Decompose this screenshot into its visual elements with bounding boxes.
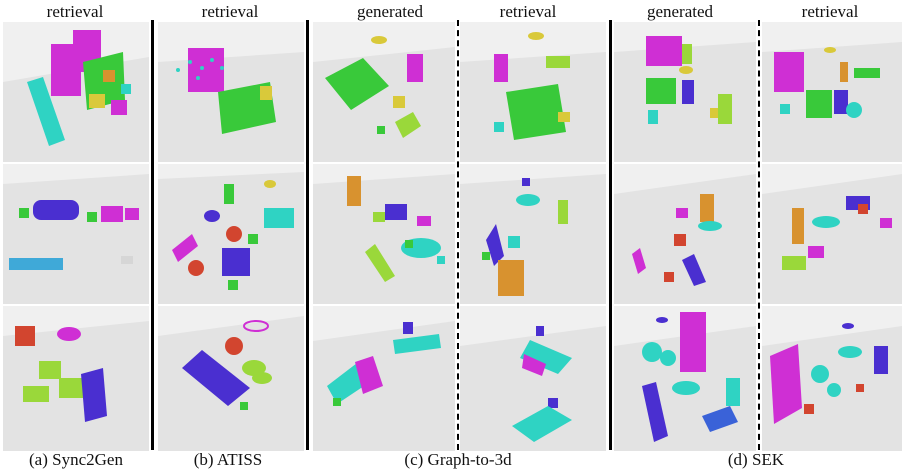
- caption-atiss: (b) ATISS: [193, 450, 263, 469]
- scene-image-graph2d-generated-row3: [313, 306, 455, 451]
- header-col6: retrieval: [801, 2, 859, 21]
- separator-a-b: [151, 20, 154, 450]
- scene-image-graph2d-generated-row2: [313, 164, 455, 304]
- scene-image-sek-generated-row2: [614, 164, 756, 304]
- caption-sync2gen: (a) Sync2Gen: [29, 450, 123, 469]
- separator-c-generated-retrieval: [457, 20, 459, 450]
- header-col3: generated: [356, 2, 424, 21]
- caption-graph-to-3d: (c) Graph-to-3d: [404, 450, 512, 469]
- scene-image-atiss-row3: [158, 306, 304, 451]
- scene-image-graph2d-retrieval-row2: [460, 164, 606, 304]
- scene-image-sek-retrieval-row2: [762, 164, 902, 304]
- header-col1: retrieval: [46, 2, 104, 21]
- separator-d-generated-retrieval: [758, 20, 760, 450]
- scene-image-sek-generated-row3: [614, 306, 756, 451]
- header-col2: retrieval: [201, 2, 259, 21]
- separator-b-c: [306, 20, 309, 450]
- caption-sek: (d) SEK: [727, 450, 785, 469]
- scene-image-sync2gen-row3: [3, 306, 149, 451]
- scene-image-atiss-row1: [158, 22, 304, 162]
- header-col5: generated: [646, 2, 714, 21]
- scene-image-graph2d-retrieval-row3: [460, 306, 606, 451]
- header-col4: retrieval: [499, 2, 557, 21]
- scene-image-graph2d-generated-row1: [313, 22, 455, 162]
- scene-image-sync2gen-row1: [3, 22, 149, 162]
- scene-image-sek-retrieval-row1: [762, 22, 902, 162]
- separator-c-d: [609, 20, 612, 450]
- scene-image-sek-retrieval-row3: [762, 306, 902, 451]
- scene-image-graph2d-retrieval-row1: [460, 22, 606, 162]
- scene-image-sek-generated-row1: [614, 22, 756, 162]
- scene-image-atiss-row2: [158, 164, 304, 304]
- scene-image-sync2gen-row2: [3, 164, 149, 304]
